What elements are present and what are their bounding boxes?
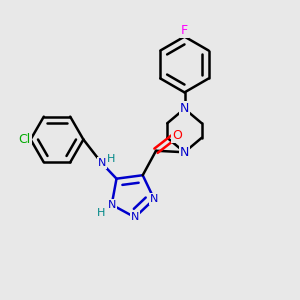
Text: N: N: [98, 158, 106, 168]
Text: N: N: [107, 200, 116, 210]
Text: N: N: [150, 194, 158, 204]
Text: N: N: [180, 146, 189, 159]
Text: O: O: [172, 129, 182, 142]
Text: H: H: [97, 208, 106, 218]
Text: N: N: [131, 212, 139, 222]
Text: H: H: [107, 154, 116, 164]
Text: Cl: Cl: [19, 133, 31, 146]
Text: N: N: [180, 102, 189, 115]
Text: F: F: [181, 23, 188, 37]
